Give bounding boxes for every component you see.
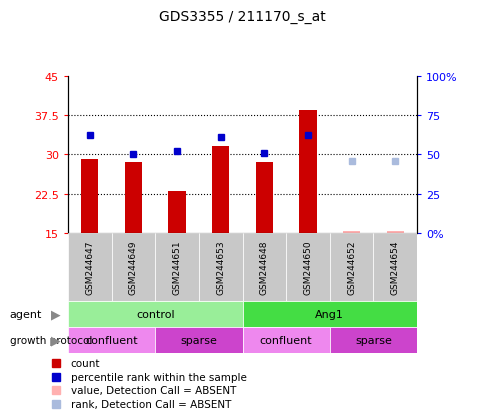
Text: confluent: confluent (259, 335, 312, 345)
Bar (198, 233, 242, 301)
Bar (155, 233, 198, 301)
Text: GSM244653: GSM244653 (216, 240, 225, 294)
Bar (242, 301, 416, 327)
Bar (68, 301, 242, 327)
Text: GSM244654: GSM244654 (390, 240, 399, 294)
Text: confluent: confluent (85, 335, 137, 345)
Bar (329, 327, 416, 353)
Text: agent: agent (10, 309, 42, 319)
Bar (168, 192, 185, 233)
Text: growth protocol: growth protocol (10, 335, 92, 345)
Bar (155, 327, 242, 353)
Text: sparse: sparse (354, 335, 391, 345)
Text: count: count (71, 358, 100, 368)
Bar (242, 327, 329, 353)
Bar (255, 163, 272, 233)
Text: percentile rank within the sample: percentile rank within the sample (71, 372, 246, 382)
Bar (124, 163, 142, 233)
Text: rank, Detection Call = ABSENT: rank, Detection Call = ABSENT (71, 399, 230, 409)
Bar (342, 232, 360, 233)
Text: Ang1: Ang1 (315, 309, 344, 319)
Bar (299, 110, 316, 233)
Text: GSM244648: GSM244648 (259, 240, 268, 294)
Bar (386, 232, 403, 233)
Bar (68, 327, 155, 353)
Bar (373, 233, 416, 301)
Bar (242, 233, 286, 301)
Text: ▶: ▶ (51, 333, 60, 347)
Text: control: control (136, 309, 174, 319)
Text: sparse: sparse (180, 335, 217, 345)
Bar (286, 233, 329, 301)
Bar (212, 147, 229, 233)
Text: GSM244650: GSM244650 (303, 240, 312, 294)
Text: ▶: ▶ (51, 308, 60, 321)
Bar (68, 233, 111, 301)
Text: GDS3355 / 211170_s_at: GDS3355 / 211170_s_at (159, 10, 325, 24)
Text: GSM244647: GSM244647 (85, 240, 94, 294)
Text: GSM244652: GSM244652 (347, 240, 355, 294)
Bar (329, 233, 373, 301)
Bar (111, 233, 155, 301)
Text: GSM244649: GSM244649 (129, 240, 137, 294)
Text: value, Detection Call = ABSENT: value, Detection Call = ABSENT (71, 385, 236, 395)
Bar (81, 160, 98, 233)
Text: GSM244651: GSM244651 (172, 240, 181, 294)
